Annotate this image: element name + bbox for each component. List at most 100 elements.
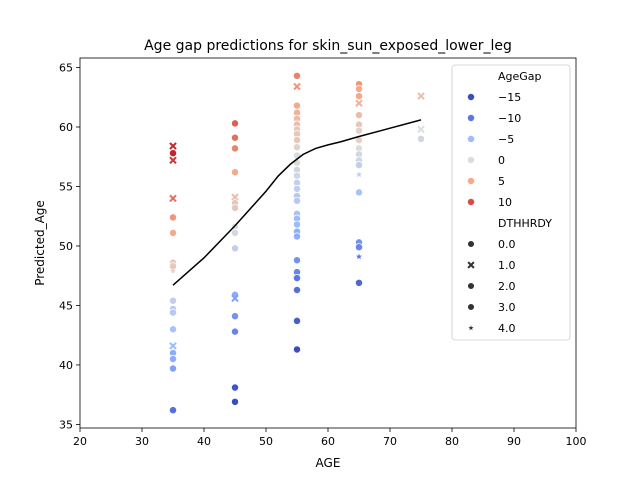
y-axis-label: Predicted_Age — [33, 200, 47, 286]
x-tick-label: 80 — [445, 435, 459, 448]
y-tick-label: 35 — [59, 418, 73, 431]
data-point — [169, 149, 177, 158]
data-point — [231, 119, 239, 128]
legend-hue-title: AgeGap — [498, 70, 542, 83]
legend-hue-label: −10 — [498, 112, 521, 125]
data-point — [231, 294, 239, 303]
data-point — [355, 161, 363, 170]
data-point — [293, 220, 301, 229]
legend-style-label: 3.0 — [498, 301, 516, 314]
data-point — [355, 92, 363, 101]
legend-color-swatch — [467, 177, 475, 185]
y-tick-label: 65 — [59, 62, 73, 75]
legend-marker-swatch — [467, 282, 475, 290]
legend-hue-label: −15 — [498, 91, 521, 104]
data-point — [293, 184, 301, 193]
data-point — [231, 193, 239, 201]
legend: AgeGap −15 −10 −5 0 5 10 DTHHRDY 0.0 1.0 2.0 3.0 4.0 — [451, 64, 571, 341]
trend-line — [172, 119, 422, 286]
data-point — [355, 188, 363, 197]
legend-color-swatch — [467, 135, 475, 143]
x-axis-label: AGE — [316, 456, 341, 470]
legend-style-label: 4.0 — [498, 322, 516, 335]
data-point — [355, 171, 363, 178]
x-tick-label: 70 — [383, 435, 397, 448]
legend-hue-label: 10 — [498, 196, 512, 209]
x-tick-label: 20 — [73, 435, 87, 448]
data-point — [231, 133, 239, 142]
y-tick-label: 55 — [59, 180, 73, 193]
legend-color-swatch — [467, 156, 475, 164]
x-tick-label: 60 — [321, 435, 335, 448]
data-point — [293, 196, 301, 205]
legend-color-swatch — [467, 114, 475, 122]
data-point — [231, 228, 239, 237]
y-tick-label: 45 — [59, 299, 73, 312]
legend-style-title: DTHHRDY — [498, 217, 552, 230]
data-point — [355, 126, 363, 135]
data-point — [169, 194, 177, 203]
x-tick-label: 90 — [507, 435, 521, 448]
plot-area — [169, 71, 425, 415]
data-point — [355, 278, 363, 287]
data-point — [169, 156, 177, 165]
data-point — [293, 171, 301, 180]
data-point — [293, 286, 301, 294]
data-point — [169, 308, 177, 317]
data-point — [169, 355, 177, 363]
x-tick-label: 30 — [135, 435, 149, 448]
data-point — [293, 82, 301, 91]
data-point — [169, 296, 177, 305]
legend-marker-swatch — [467, 261, 475, 269]
data-point — [231, 327, 239, 336]
x-tick-label: 50 — [259, 435, 273, 448]
legend-marker-swatch — [468, 325, 474, 331]
data-point — [355, 111, 363, 120]
data-point — [169, 267, 177, 274]
legend-box — [451, 64, 571, 341]
data-point — [293, 345, 301, 354]
y-tick-label: 60 — [59, 121, 73, 134]
data-point — [355, 243, 363, 252]
data-point — [231, 397, 239, 406]
legend-color-swatch — [467, 93, 475, 101]
data-point — [355, 253, 363, 260]
data-point — [231, 203, 239, 212]
legend-hue-label: 0 — [498, 154, 505, 167]
data-point — [293, 136, 301, 145]
data-point — [355, 99, 363, 107]
data-point — [293, 71, 301, 80]
legend-style-label: 0.0 — [498, 238, 516, 251]
data-point — [169, 325, 177, 334]
data-point — [355, 84, 363, 93]
data-point — [417, 92, 425, 100]
legend-color-swatch — [467, 198, 475, 206]
data-point — [293, 143, 301, 152]
data-point — [231, 144, 239, 153]
data-point — [169, 406, 177, 415]
x-tick-label: 100 — [566, 435, 587, 448]
legend-hue-label: 5 — [498, 175, 505, 188]
legend-marker-swatch — [467, 303, 475, 311]
data-point — [293, 101, 301, 110]
legend-hue-label: −5 — [498, 133, 514, 146]
data-point — [417, 125, 425, 134]
legend-style-label: 2.0 — [498, 280, 516, 293]
data-point — [169, 342, 177, 350]
data-point — [231, 244, 239, 253]
data-point — [169, 364, 177, 373]
legend-marker-swatch — [467, 240, 475, 248]
data-point — [169, 228, 177, 237]
y-tick-label: 50 — [59, 240, 73, 253]
data-point — [231, 383, 239, 392]
data-point — [231, 312, 239, 321]
data-point — [293, 232, 301, 241]
data-point — [169, 213, 177, 222]
data-point — [293, 274, 301, 283]
chart-title: Age gap predictions for skin_sun_exposed… — [144, 38, 512, 54]
legend-style-label: 1.0 — [498, 259, 516, 272]
x-tick-label: 40 — [197, 435, 211, 448]
data-point — [169, 142, 177, 150]
